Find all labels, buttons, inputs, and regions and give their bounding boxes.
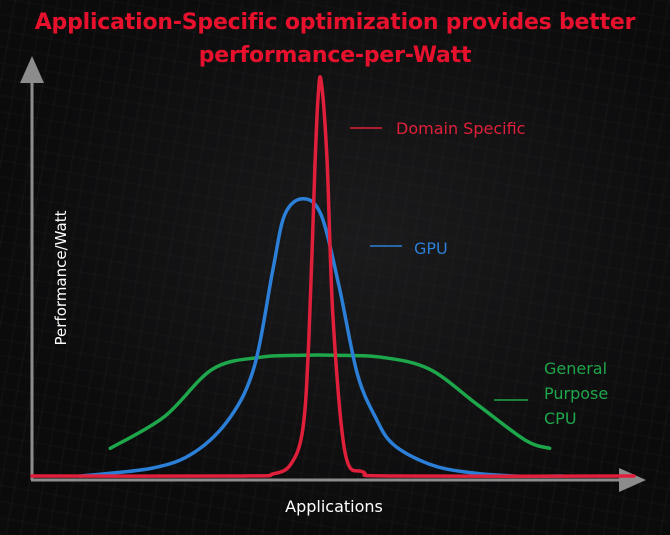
series-label-layer: Domain Specific GPU General Purpose CPU	[350, 119, 608, 428]
series-label-line: Domain Specific	[396, 119, 525, 138]
series-label-line: CPU	[544, 409, 577, 428]
series-line-1	[78, 197, 564, 479]
chart-title: Application-Specific optimization provid…	[0, 6, 670, 72]
series-line-0	[30, 75, 636, 479]
series-layer	[30, 75, 636, 479]
series-label-line: GPU	[414, 239, 448, 258]
chart-title-line-2: performance-per-Watt	[198, 43, 472, 68]
series-line-2	[108, 353, 552, 451]
y-axis-label: Performance/Watt	[52, 210, 70, 345]
x-axis-label: Applications	[285, 497, 383, 516]
series-label-line: General	[544, 359, 607, 378]
chart-title-line-1: Application-Specific optimization provid…	[34, 10, 636, 35]
series-label-2: General Purpose CPU	[544, 359, 608, 428]
series-label-line: Purpose	[544, 384, 608, 403]
series-label-0: Domain Specific	[396, 119, 525, 138]
series-label-1: GPU	[414, 239, 448, 258]
